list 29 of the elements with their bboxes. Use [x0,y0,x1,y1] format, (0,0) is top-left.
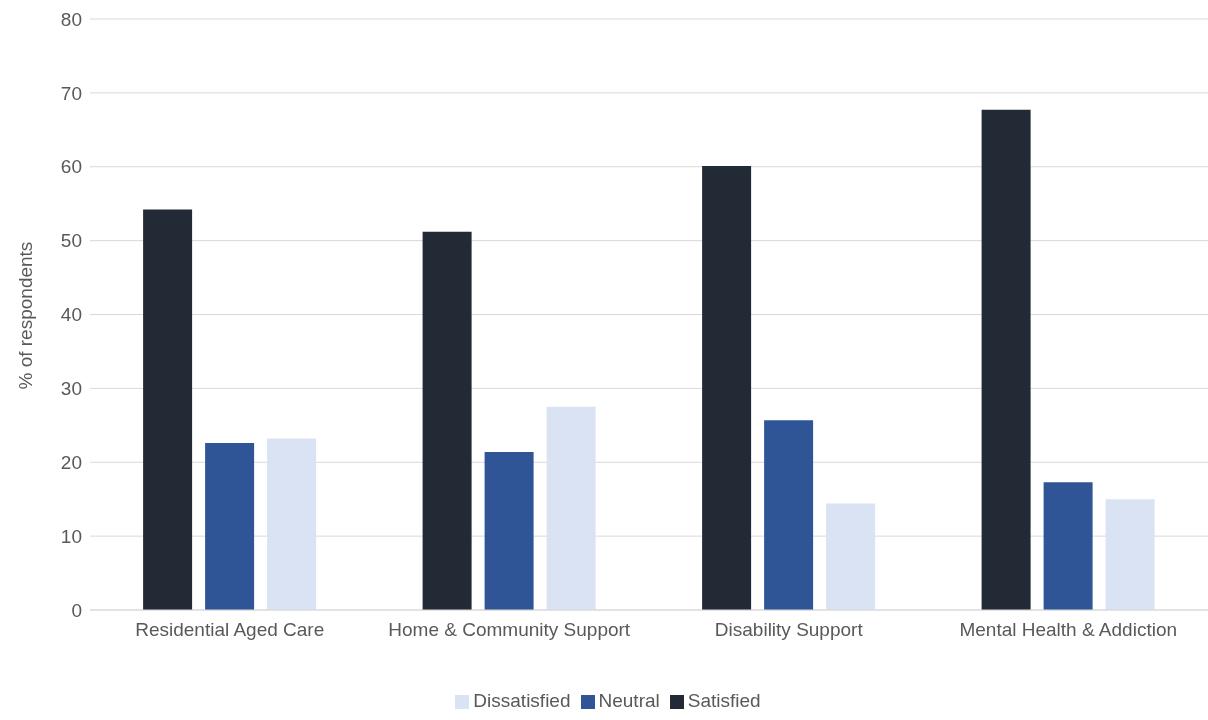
y-tick-label: 20 [60,451,82,473]
bar [484,451,534,610]
y-tick-label: 40 [60,304,82,326]
legend-label: Neutral [598,690,660,711]
legend-label: Satisfied [687,690,761,711]
bar [826,503,876,610]
x-tick-label: Residential Aged Care [135,619,325,640]
y-tick-label: 10 [60,525,82,547]
y-tick-label: 60 [60,156,82,178]
bar [546,406,596,610]
x-tick-label: Home & Community Support [388,619,631,640]
y-axis-title: % of respondents [14,241,36,390]
x-tick-label: Disability Support [714,619,864,640]
bar [1105,499,1155,610]
bar [764,420,814,610]
y-tick-label: 80 [60,8,82,30]
y-tick-label: 0 [71,599,82,621]
bar [981,109,1031,610]
bar [1043,482,1093,610]
y-tick-label: 30 [60,378,82,400]
bar [143,209,193,610]
y-tick-label: 50 [60,230,82,252]
y-tick-label: 70 [60,82,82,104]
bar [267,438,317,610]
legend-label: Dissatisfied [473,690,571,711]
bar [422,231,472,610]
x-tick-label: Mental Health & Addiction [959,619,1178,640]
bar [702,166,752,610]
bar [205,443,255,610]
